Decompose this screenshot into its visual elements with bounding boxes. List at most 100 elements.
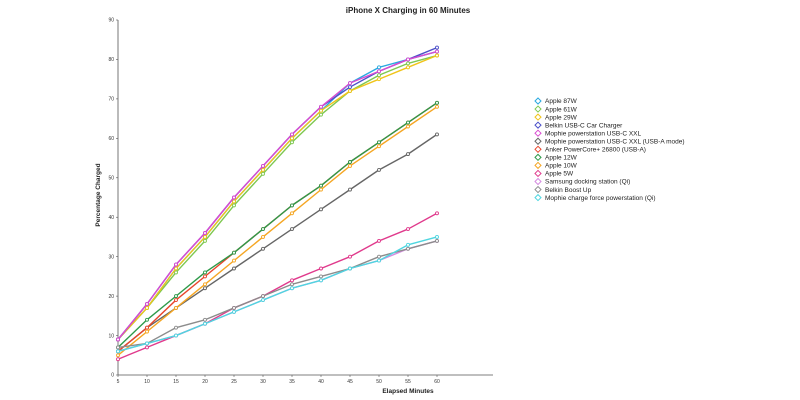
y-tick-label: 90 bbox=[108, 18, 114, 24]
data-point bbox=[174, 325, 178, 330]
legend-marker bbox=[534, 153, 542, 162]
data-point bbox=[348, 81, 352, 86]
legend-marker bbox=[534, 105, 542, 113]
y-axis-label: Percentage Charged bbox=[95, 163, 102, 226]
data-point bbox=[319, 112, 323, 117]
data-point bbox=[174, 266, 178, 271]
chart-axes bbox=[117, 20, 493, 376]
series-0 bbox=[116, 49, 439, 342]
data-point bbox=[290, 278, 294, 283]
legend-marker bbox=[534, 137, 542, 145]
data-point bbox=[145, 325, 149, 330]
data-point bbox=[319, 207, 323, 212]
data-point bbox=[203, 274, 207, 279]
y-tick-label: 0 bbox=[111, 373, 114, 379]
y-tick-label: 10 bbox=[108, 333, 114, 339]
data-point bbox=[145, 305, 149, 310]
data-point bbox=[116, 357, 120, 362]
data-point bbox=[377, 140, 381, 145]
data-point bbox=[174, 333, 178, 338]
data-point bbox=[435, 238, 439, 243]
data-point bbox=[348, 187, 352, 192]
series-3 bbox=[116, 45, 439, 342]
series-line bbox=[117, 46, 438, 340]
legend-label: Belkin Boost Up bbox=[545, 187, 592, 194]
legend-marker bbox=[534, 97, 542, 105]
data-point bbox=[174, 270, 178, 275]
data-point bbox=[261, 171, 265, 176]
data-point bbox=[377, 73, 381, 78]
legend-label: Apple 61W bbox=[545, 106, 578, 113]
x-tick-label: 20 bbox=[202, 379, 208, 385]
data-point bbox=[232, 195, 236, 200]
legend-label: Apple 87W bbox=[545, 98, 578, 105]
series-1 bbox=[116, 53, 439, 342]
data-point bbox=[116, 353, 120, 358]
series-4 bbox=[116, 49, 439, 342]
data-point bbox=[145, 345, 149, 350]
series-12 bbox=[116, 234, 439, 354]
series-line bbox=[117, 50, 438, 340]
data-point bbox=[348, 160, 352, 164]
data-point bbox=[406, 152, 410, 157]
x-tick-label: 15 bbox=[173, 379, 179, 385]
x-tick-label: 60 bbox=[434, 379, 440, 385]
series-line bbox=[117, 236, 438, 353]
data-point bbox=[348, 266, 352, 271]
data-point bbox=[116, 349, 120, 354]
data-point bbox=[261, 167, 265, 172]
data-point bbox=[290, 282, 294, 287]
y-tick-label: 80 bbox=[108, 57, 114, 63]
series-10 bbox=[116, 238, 439, 354]
data-point bbox=[232, 203, 236, 208]
data-point bbox=[319, 108, 323, 113]
data-point bbox=[203, 321, 207, 326]
data-point bbox=[261, 298, 265, 303]
data-point bbox=[406, 65, 410, 70]
data-point bbox=[435, 53, 439, 58]
data-point bbox=[348, 89, 352, 93]
y-tick-label: 70 bbox=[108, 97, 114, 103]
x-tick-label: 45 bbox=[347, 379, 353, 385]
series-line bbox=[117, 240, 438, 353]
y-tick-label: 20 bbox=[108, 294, 114, 300]
y-tick-label: 30 bbox=[108, 254, 114, 260]
series-line bbox=[117, 106, 438, 356]
data-point bbox=[145, 317, 149, 322]
data-point bbox=[116, 345, 120, 350]
data-point bbox=[377, 65, 381, 70]
legend-marker bbox=[534, 129, 542, 137]
x-tick-label: 35 bbox=[289, 379, 295, 385]
data-point bbox=[174, 298, 178, 303]
data-point bbox=[232, 258, 236, 263]
data-point bbox=[377, 238, 381, 243]
data-point bbox=[319, 266, 323, 271]
data-point bbox=[203, 234, 207, 239]
data-point bbox=[348, 163, 352, 168]
data-point bbox=[406, 120, 410, 125]
data-point bbox=[435, 49, 439, 54]
data-point bbox=[232, 309, 236, 314]
data-point bbox=[406, 246, 410, 251]
data-point bbox=[290, 211, 294, 216]
legend-label: Apple 12W bbox=[545, 155, 578, 162]
series-11 bbox=[116, 238, 439, 350]
legend-label: Apple 29W bbox=[545, 114, 578, 121]
x-axis-label: Elapsed Minutes bbox=[382, 388, 434, 395]
data-point bbox=[290, 203, 294, 208]
data-point bbox=[261, 246, 265, 251]
series-line bbox=[117, 212, 438, 360]
legend-marker bbox=[534, 169, 542, 178]
x-tick-label: 5 bbox=[117, 379, 120, 385]
data-point bbox=[203, 317, 207, 322]
y-tick-labels: 0 10 20 30 40 50 60 70 80 90 bbox=[108, 18, 118, 379]
data-point bbox=[232, 250, 236, 255]
data-point bbox=[203, 286, 207, 291]
x-tick-labels: 5 10 15 20 25 30 35 40 45 50 55 60 bbox=[117, 375, 440, 385]
data-point bbox=[174, 294, 178, 299]
data-point bbox=[145, 302, 149, 306]
data-point bbox=[377, 144, 381, 149]
